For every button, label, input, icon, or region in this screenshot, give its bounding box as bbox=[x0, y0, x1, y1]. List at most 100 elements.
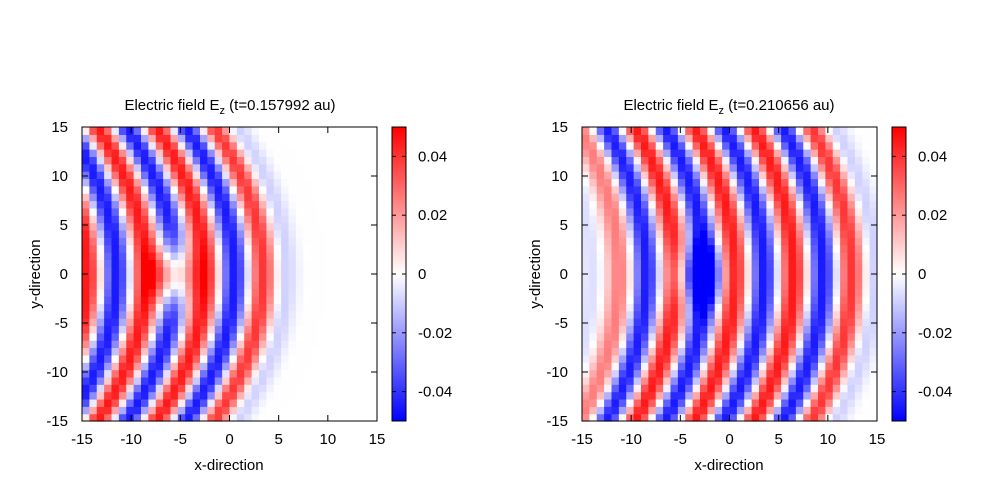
heatmap-cell bbox=[589, 149, 598, 157]
heatmap-cell bbox=[281, 193, 290, 202]
heatmap-cell bbox=[347, 134, 356, 143]
heatmap-cell bbox=[803, 149, 812, 157]
heatmap-cell bbox=[347, 413, 356, 422]
heatmap-cell bbox=[707, 244, 716, 253]
heatmap-cell bbox=[832, 134, 841, 143]
heatmap-cell bbox=[251, 178, 260, 187]
heatmap-cell bbox=[677, 185, 686, 194]
heatmap-cell bbox=[332, 178, 341, 187]
heatmap-cell bbox=[244, 200, 253, 209]
heatmap-cell bbox=[736, 266, 745, 275]
heatmap-cell bbox=[133, 200, 142, 209]
heatmap-cell bbox=[229, 171, 238, 180]
heatmap-cell bbox=[96, 251, 105, 260]
heatmap-cell bbox=[318, 391, 326, 400]
heatmap-cell bbox=[788, 178, 797, 187]
heatmap-cell bbox=[133, 229, 142, 238]
heatmap-cell bbox=[692, 207, 701, 216]
heatmap-cell bbox=[781, 288, 790, 297]
heatmap-cell bbox=[207, 325, 216, 334]
heatmap-cell bbox=[251, 156, 260, 165]
heatmap-cell bbox=[104, 134, 113, 143]
heatmap-cell bbox=[281, 251, 290, 260]
heatmap-cell bbox=[722, 266, 731, 275]
heatmap-cell bbox=[318, 288, 326, 297]
heatmap-cell bbox=[192, 215, 201, 224]
heatmap-cell bbox=[236, 310, 245, 319]
heatmap-cell bbox=[751, 281, 760, 290]
heatmap-cell bbox=[751, 296, 760, 304]
heatmap-cell bbox=[362, 274, 371, 282]
heatmap-cell bbox=[722, 354, 731, 363]
heatmap-cell bbox=[618, 274, 627, 282]
heatmap-cell bbox=[596, 310, 605, 319]
heatmap-cell bbox=[332, 384, 341, 393]
heatmap-cell bbox=[148, 200, 157, 209]
heatmap-cell bbox=[369, 171, 378, 180]
heatmap-cell bbox=[133, 259, 142, 268]
heatmap-cell bbox=[362, 178, 371, 187]
heatmap-cell bbox=[677, 288, 686, 297]
heatmap-cell bbox=[148, 303, 157, 312]
heatmap-cell bbox=[803, 193, 812, 202]
heatmap-cell bbox=[626, 141, 635, 150]
heatmap-cell bbox=[214, 362, 223, 371]
heatmap-cell bbox=[707, 347, 716, 356]
heatmap-cell bbox=[111, 251, 120, 260]
heatmap-cell bbox=[707, 376, 716, 385]
heatmap-cell bbox=[369, 244, 378, 253]
heatmap-cell bbox=[185, 237, 194, 246]
heatmap-cell bbox=[825, 259, 834, 268]
heatmap-cell bbox=[810, 281, 819, 290]
heatmap-cell bbox=[236, 325, 245, 334]
heatmap-cell bbox=[192, 193, 201, 202]
heatmap-cell bbox=[141, 127, 149, 135]
heatmap-cell bbox=[722, 185, 731, 194]
heatmap-cell bbox=[700, 163, 708, 172]
heatmap-cell bbox=[303, 413, 312, 422]
heatmap-cell bbox=[310, 406, 319, 415]
heatmap-cell bbox=[295, 149, 304, 157]
heatmap-cell bbox=[185, 222, 194, 231]
heatmap-cell bbox=[89, 134, 98, 143]
heatmap-cell bbox=[303, 244, 312, 253]
heatmap-cell bbox=[104, 171, 113, 180]
heatmap-cell bbox=[133, 332, 142, 341]
heatmap-cell bbox=[170, 362, 179, 371]
heatmap-cell bbox=[648, 354, 657, 363]
heatmap-cell bbox=[362, 281, 371, 290]
heatmap-cell bbox=[273, 369, 282, 378]
heatmap-cell bbox=[596, 251, 605, 260]
heatmap-cell bbox=[781, 274, 790, 282]
heatmap-cell bbox=[744, 362, 753, 371]
heatmap-cell bbox=[251, 215, 260, 224]
heatmap-cell bbox=[163, 391, 172, 400]
heatmap-cell bbox=[832, 259, 841, 268]
heatmap-cell bbox=[714, 185, 723, 194]
heatmap-cell bbox=[96, 259, 105, 268]
heatmap-cell bbox=[340, 266, 349, 275]
heatmap-cell bbox=[222, 193, 231, 202]
heatmap-cell bbox=[825, 163, 834, 172]
heatmap-cell bbox=[369, 406, 378, 415]
heatmap-cell bbox=[295, 207, 304, 216]
heatmap-cell bbox=[170, 222, 179, 231]
heatmap-cell bbox=[295, 340, 304, 349]
heatmap-cell bbox=[766, 413, 775, 422]
heatmap-cell bbox=[244, 413, 253, 422]
heatmap-cell bbox=[303, 229, 312, 238]
heatmap-cell bbox=[832, 362, 841, 371]
heatmap-cell bbox=[273, 347, 282, 356]
heatmap-cell bbox=[340, 237, 349, 246]
heatmap-cell bbox=[332, 171, 341, 180]
heatmap-cell bbox=[810, 149, 819, 157]
heatmap-cell bbox=[840, 288, 849, 297]
heatmap-cell bbox=[229, 178, 238, 187]
heatmap-cell bbox=[163, 127, 172, 135]
heatmap-cell bbox=[840, 171, 849, 180]
heatmap-cell bbox=[118, 178, 127, 187]
heatmap-cell bbox=[700, 185, 708, 194]
heatmap-cell bbox=[722, 163, 731, 172]
heatmap-cell bbox=[847, 171, 856, 180]
heatmap-cell bbox=[207, 171, 216, 180]
